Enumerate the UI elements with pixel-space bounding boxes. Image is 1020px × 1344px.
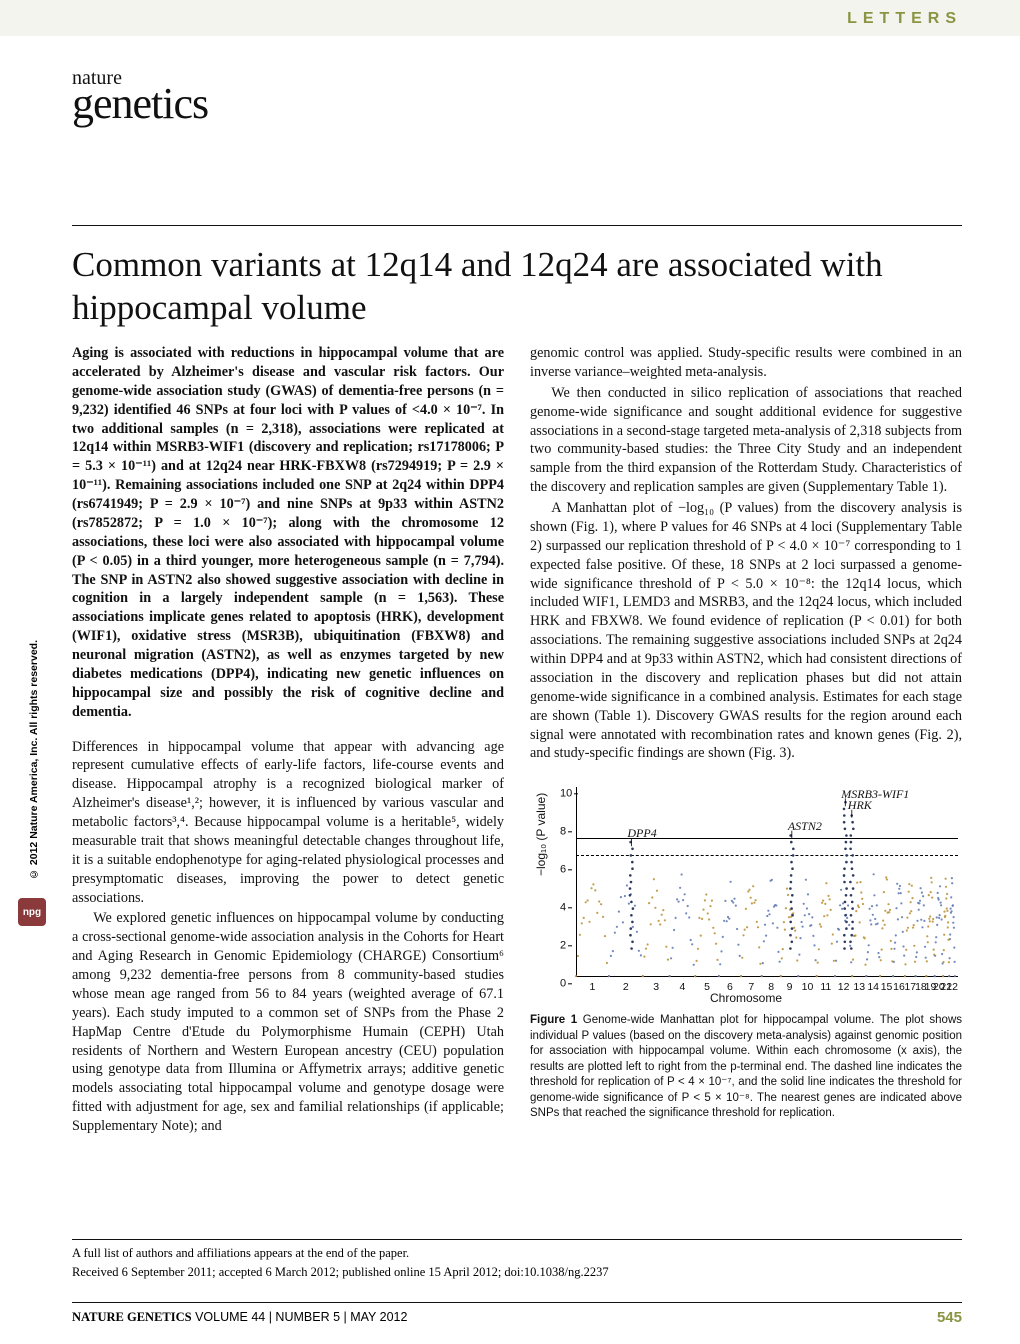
abstract-text: Aging is associated with reductions in h… [72,344,504,722]
affiliations-block: A full list of authors and affiliations … [72,1239,962,1280]
body-para: We then conducted in silico replication … [530,384,962,497]
figure-caption: Figure 1 Genome-wide Manhattan plot for … [530,1013,962,1122]
page-footer: NATURE GENETICS VOLUME 44 | NUMBER 5 | M… [72,1302,962,1326]
figure-label: Figure 1 [530,1014,577,1026]
journal-brand: nature genetics [72,68,208,126]
body-para: A Manhattan plot of −log₁₀ (P values) fr… [530,499,962,763]
abstract: Aging is associated with reductions in h… [72,344,504,722]
right-column: genomic control was applied. Study-speci… [530,344,962,1254]
body-para: genomic control was applied. Study-speci… [530,344,962,382]
section-label: LETTERS [847,10,962,28]
manhattan-plot: −log₁₀ (P value)Chromosome02468101234567… [530,775,962,1005]
footer-issue: NATURE GENETICS VOLUME 44 | NUMBER 5 | M… [72,1310,407,1325]
figure-1: −log₁₀ (P value)Chromosome02468101234567… [530,775,962,1122]
body-para: We explored genetic influences on hippoc… [72,909,504,1136]
columns: Aging is associated with reductions in h… [72,344,962,1254]
title-rule [72,225,962,226]
figure-caption-text: Genome-wide Manhattan plot for hippocamp… [530,1014,962,1119]
affiliations-note: A full list of authors and affiliations … [72,1246,962,1261]
article-title: Common variants at 12q14 and 12q24 are a… [72,244,962,329]
received-note: Received 6 September 2011; accepted 6 Ma… [72,1265,962,1280]
footer-issue-text: VOLUME 44 | NUMBER 5 | MAY 2012 [192,1310,408,1324]
spacer [72,724,504,736]
body-para: Differences in hippocampal volume that a… [72,738,504,908]
brand-main: genetics [72,82,208,126]
left-column: Aging is associated with reductions in h… [72,344,504,1254]
copyright-sidebar: © 2012 Nature America, Inc. All rights r… [18,414,40,880]
copyright-text: © 2012 Nature America, Inc. All rights r… [28,640,40,880]
npg-badge: npg [18,898,46,926]
footer-journal: NATURE GENETICS [72,1310,192,1324]
page-number: 545 [937,1309,962,1326]
